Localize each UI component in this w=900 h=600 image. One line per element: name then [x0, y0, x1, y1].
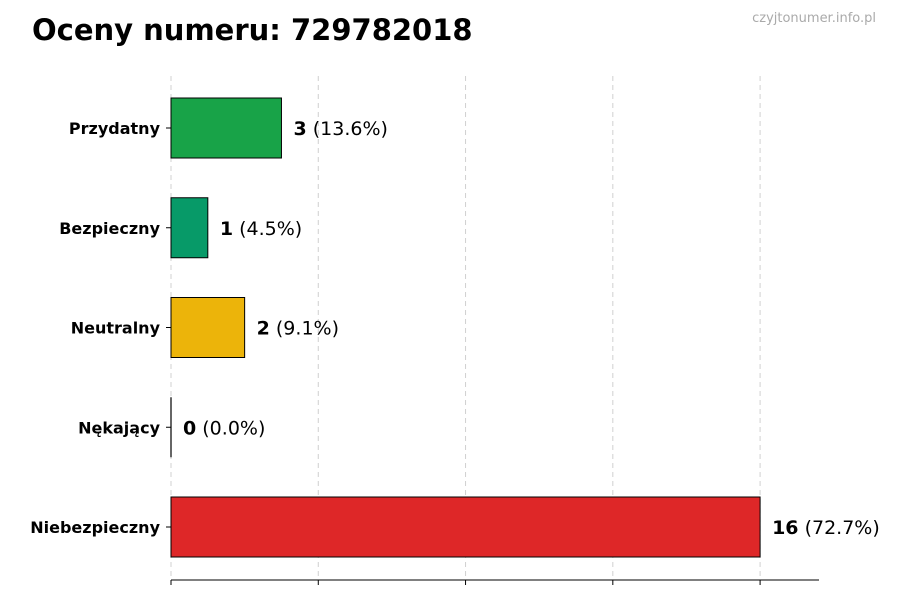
value-label-3: 0 (0.0%) [183, 417, 265, 439]
value-percent-4: (72.7%) [799, 517, 880, 539]
category-label-4: Niebezpieczny [30, 518, 160, 537]
axis-layer [166, 127, 819, 585]
bar-0 [170, 97, 282, 159]
bar-4 [170, 496, 761, 558]
bar-2 [170, 297, 246, 358]
value-percent-1: (4.5%) [233, 218, 302, 240]
labels-layer: Przydatny 3 (13.6%) Bezpieczny 1 (4.5%) Neut… [30, 118, 880, 539]
watermark: czyjtonumer.info.pl [752, 11, 876, 26]
value-count-1: 1 [220, 218, 233, 240]
value-label-0: 3 (13.6%) [293, 118, 387, 140]
value-percent-2: (9.1%) [270, 318, 339, 340]
value-percent-3: (0.0%) [196, 417, 265, 439]
bar-1 [170, 197, 209, 259]
value-count-3: 0 [183, 417, 196, 439]
value-label-1: 1 (4.5%) [220, 218, 302, 240]
category-label-3: Nękający [78, 418, 160, 437]
value-count-2: 2 [257, 318, 270, 340]
category-label-2: Neutralny [71, 319, 161, 338]
value-count-4: 16 [772, 517, 798, 539]
value-count-0: 3 [293, 118, 306, 140]
value-percent-0: (13.6%) [307, 118, 388, 140]
category-label-1: Bezpieczny [59, 219, 160, 238]
value-label-2: 2 (9.1%) [257, 318, 339, 340]
category-label-0: Przydatny [69, 119, 161, 138]
value-label-4: 16 (72.7%) [772, 517, 880, 539]
chart-title: Oceny numeru: 729782018 [32, 13, 473, 47]
bars-layer [170, 97, 761, 558]
